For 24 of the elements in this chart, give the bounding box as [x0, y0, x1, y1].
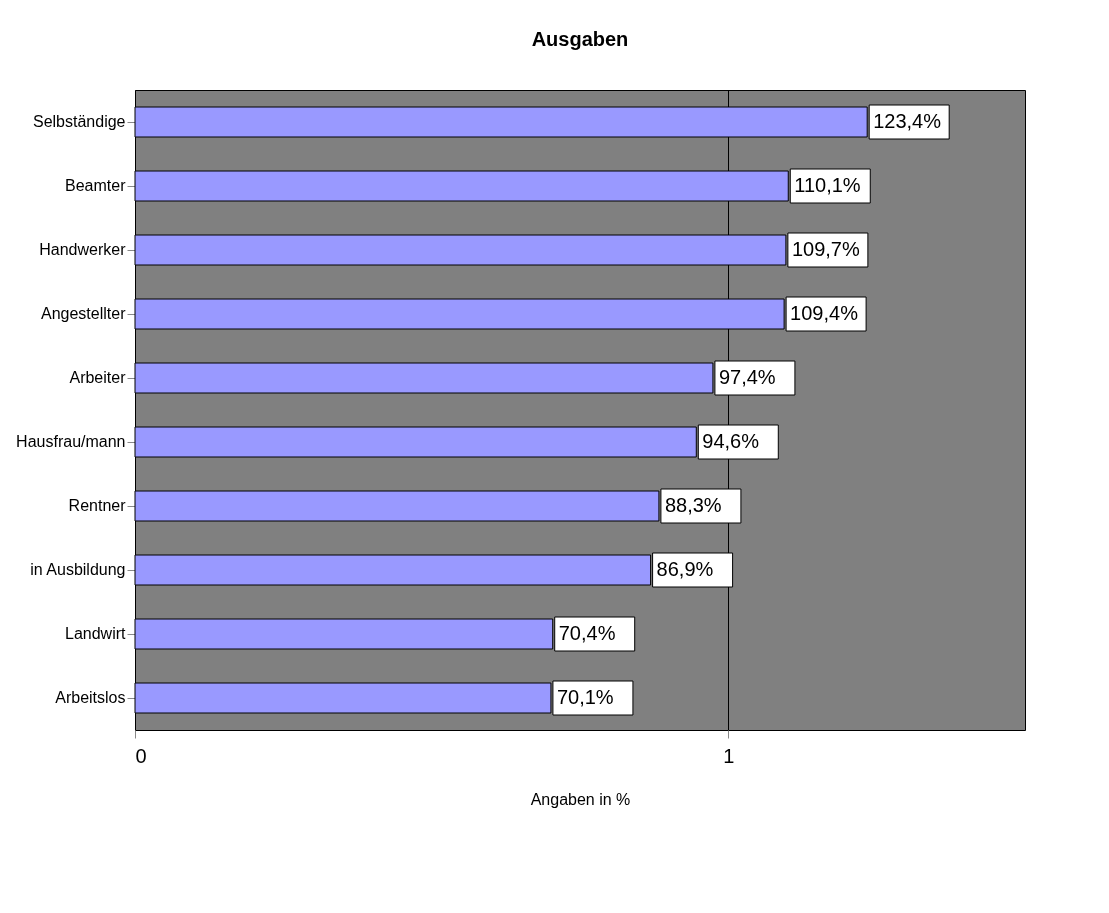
y-tick-label: Arbeitslos — [55, 689, 126, 706]
x-axis-title: Angaben in % — [530, 790, 631, 808]
y-tick-label: Handwerker — [39, 241, 127, 258]
y-tick-label: Landwirt — [65, 625, 127, 642]
data-label: 70,1% — [556, 686, 614, 708]
y-tick-label: in Ausbildung — [30, 561, 126, 578]
data-label: 97,4% — [718, 366, 776, 388]
data-label: 70,4% — [558, 622, 616, 644]
y-tick-label: Rentner — [68, 497, 127, 514]
y-tick-label: Hausfrau/mann — [16, 433, 126, 450]
y-tick-label: Selbständige — [32, 113, 126, 130]
data-label: 123,4% — [873, 110, 942, 132]
data-label: 94,6% — [702, 430, 760, 452]
data-label: 109,7% — [791, 238, 860, 260]
y-tick-label: Angestellter — [41, 305, 127, 322]
y-tick-label: Beamter — [65, 177, 127, 194]
chart-title: Ausgaben — [531, 28, 629, 50]
data-label: 110,1% — [794, 174, 861, 196]
y-tick-label: Arbeiter — [69, 369, 127, 386]
data-label: 86,9% — [656, 558, 714, 580]
x-tick-label: 1 — [723, 744, 735, 767]
data-label: 88,3% — [664, 494, 722, 516]
data-label: 109,4% — [790, 302, 859, 324]
x-tick-label: 0 — [135, 744, 147, 767]
